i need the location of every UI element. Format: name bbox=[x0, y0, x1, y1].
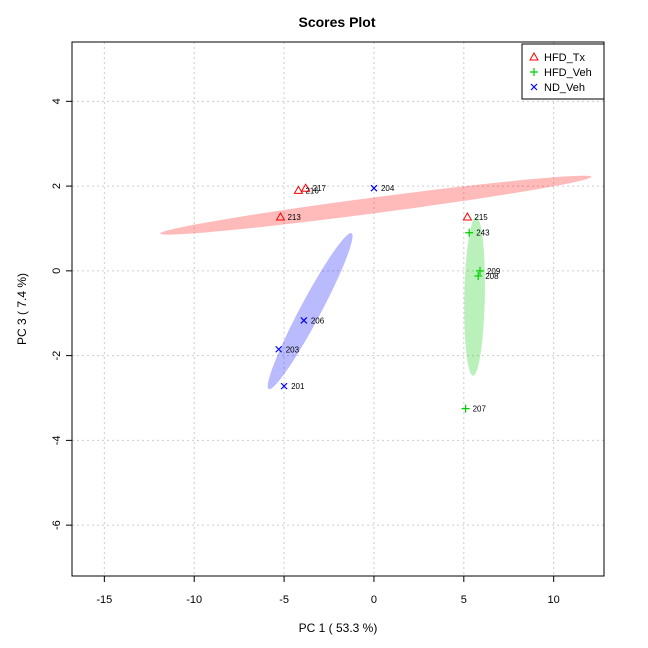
point-label-243: 243 bbox=[476, 229, 490, 238]
point-HFD_Tx-217 bbox=[300, 183, 311, 192]
y-tick-label-2: -2 bbox=[51, 351, 63, 361]
point-ND_Veh-204 bbox=[370, 184, 378, 192]
point-HFD_Veh-207 bbox=[461, 404, 470, 413]
point-label-208: 208 bbox=[485, 272, 499, 281]
x-tick-label-5: 10 bbox=[548, 594, 560, 606]
x-tick-label-4: 5 bbox=[461, 594, 467, 606]
point-label-213: 213 bbox=[287, 213, 301, 222]
x-tick-label-3: 0 bbox=[371, 594, 377, 606]
plot-frame bbox=[71, 41, 605, 577]
legend-label-HFD_Tx: HFD_Tx bbox=[544, 52, 585, 64]
point-label-209: 209 bbox=[487, 267, 501, 276]
ellipse-HFD_Veh bbox=[464, 216, 485, 376]
y-tick-label-3: 0 bbox=[51, 268, 63, 274]
x-tick-label-1: -10 bbox=[186, 594, 202, 606]
point-label-207: 207 bbox=[473, 405, 487, 414]
point-label-217: 217 bbox=[313, 184, 327, 193]
point-label-216: 216 bbox=[305, 186, 319, 195]
point-HFD_Veh-243 bbox=[465, 228, 474, 237]
y-tick-label-5: 4 bbox=[51, 98, 63, 104]
point-HFD_Tx-213 bbox=[275, 212, 286, 221]
legend: HFD_Tx HFD_Veh ND_Veh bbox=[521, 43, 605, 100]
point-label-206: 206 bbox=[311, 316, 325, 325]
ellipse-HFD_Tx bbox=[160, 175, 592, 235]
x-tick-label-0: -15 bbox=[96, 594, 112, 606]
legend-marker-ND_Veh bbox=[530, 83, 538, 91]
legend-marker-HFD_Tx bbox=[529, 51, 539, 61]
series-ND_Veh: 204 206 203 201 bbox=[275, 184, 395, 391]
legend-label-ND_Veh: ND_Veh bbox=[544, 82, 585, 94]
grid-layer bbox=[72, 42, 604, 576]
point-HFD_Tx-216 bbox=[293, 185, 304, 194]
point-label-201: 201 bbox=[291, 382, 305, 391]
ellipse-layer bbox=[160, 175, 592, 390]
legend-label-HFD_Veh: HFD_Veh bbox=[544, 67, 592, 79]
x-axis-label: PC 1 ( 53.3 %) bbox=[299, 621, 378, 635]
y-axis-label: PC 3 ( 7.4 %) bbox=[15, 273, 29, 345]
legend-marker-HFD_Veh bbox=[530, 68, 538, 76]
point-label-204: 204 bbox=[381, 184, 395, 193]
y-tick-label-1: -4 bbox=[51, 435, 63, 445]
y-tick-label-4: 2 bbox=[51, 183, 63, 189]
x-tick-label-2: -5 bbox=[279, 594, 289, 606]
chart-title: Scores Plot bbox=[298, 14, 375, 30]
point-label-215: 215 bbox=[474, 213, 488, 222]
axis-layer: -15 -10 -5 0 5 10 -6 -4 -2 0 2 4 bbox=[51, 98, 560, 606]
ellipse-ND_Veh bbox=[267, 233, 353, 390]
point-HFD_Tx-215 bbox=[462, 212, 473, 221]
point-ND_Veh-203 bbox=[275, 345, 283, 353]
y-tick-label-0: -6 bbox=[51, 520, 63, 530]
point-HFD_Veh-209 bbox=[475, 266, 484, 275]
point-HFD_Veh-208 bbox=[474, 271, 483, 280]
point-ND_Veh-201 bbox=[280, 382, 288, 390]
point-ND_Veh-206 bbox=[300, 317, 308, 324]
point-label-203: 203 bbox=[286, 345, 300, 354]
